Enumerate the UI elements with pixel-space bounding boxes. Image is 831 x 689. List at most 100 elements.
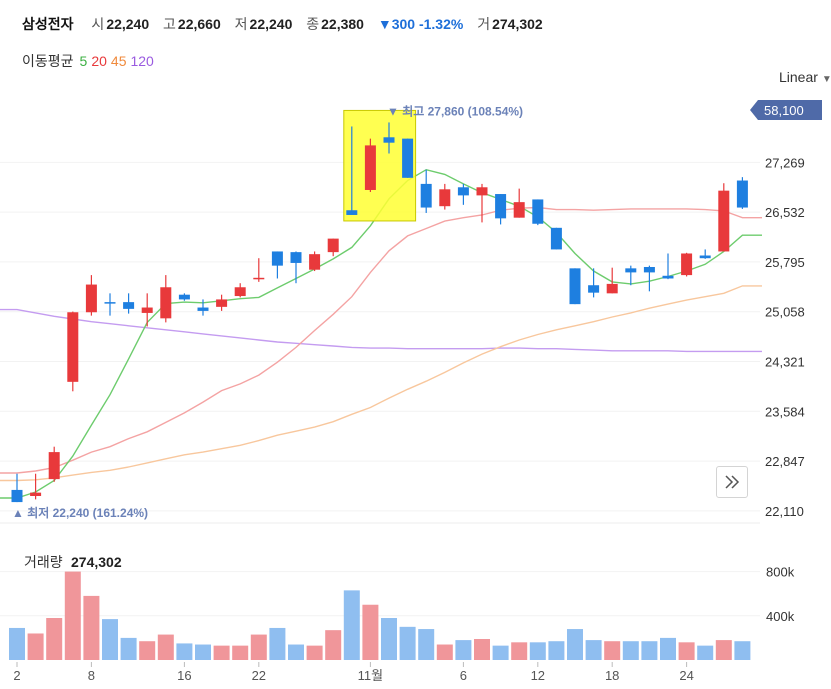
volume-bar: [399, 626, 416, 660]
volume-bar: [64, 571, 81, 660]
candle-body: [85, 284, 97, 313]
candle: [197, 299, 209, 316]
volume-bar: [455, 640, 472, 660]
low-label: 저: [234, 16, 248, 32]
volume-label: 거: [477, 16, 491, 32]
ma-legend-label: 이동평균: [22, 53, 74, 69]
candle-body: [253, 277, 265, 280]
candle-body: [402, 138, 414, 178]
candle-body: [625, 268, 637, 273]
scale-selector[interactable]: Linear ▼: [779, 69, 831, 85]
ma20-line: [0, 206, 762, 474]
volume-bar: [529, 642, 546, 660]
close-label: 종: [306, 16, 320, 32]
candle: [253, 258, 265, 282]
volume-bar: [9, 627, 25, 660]
volume-bar: [660, 637, 676, 660]
candle: [48, 446, 60, 482]
volume-bar: [474, 639, 490, 660]
candle: [476, 183, 488, 223]
candle: [569, 268, 581, 305]
candle: [420, 169, 432, 213]
time-tick-label: 2: [13, 668, 20, 683]
candle: [141, 293, 153, 327]
time-tick-label: 22: [252, 668, 266, 683]
moving-average-legend[interactable]: 이동평균 5 20 45 120: [22, 51, 160, 71]
candle: [662, 253, 674, 280]
open-value: 22,240: [106, 16, 150, 32]
volume-bar: [362, 604, 379, 660]
candle-body: [327, 238, 339, 253]
candle: [736, 177, 748, 209]
volume-bar: [604, 641, 621, 660]
candle-body: [457, 187, 469, 196]
expand-button[interactable]: [716, 466, 748, 498]
candle: [216, 294, 228, 311]
time-tick-label: 11월: [358, 668, 383, 683]
volume-bar: [585, 640, 602, 660]
candle-body: [309, 254, 321, 270]
candle: [625, 265, 637, 286]
low-annotation: ▲ 최저 22,240 (161.24%): [12, 505, 148, 520]
candle-body: [513, 202, 525, 218]
time-tick-label: 18: [605, 668, 619, 683]
candle: [364, 138, 376, 193]
volume-tick-label: 400k: [766, 609, 795, 624]
volume-bar: [436, 644, 453, 660]
candle-body: [495, 194, 507, 219]
candle: [699, 249, 711, 259]
volume-bar: [83, 595, 100, 660]
chevron-down-icon: ▼: [821, 74, 831, 85]
high-value: 22,660: [177, 16, 221, 32]
candle-body: [11, 489, 23, 503]
time-tick-label: 16: [177, 668, 191, 683]
ma-legend-45: 45: [110, 53, 127, 69]
time-tick-label: 24: [679, 668, 693, 683]
candles: [11, 122, 748, 503]
candle: [513, 188, 525, 218]
volume-bar: [325, 630, 342, 660]
candle-body: [290, 252, 302, 263]
price-tick-label: 22,110: [765, 504, 804, 519]
scale-selector-label: Linear: [779, 69, 818, 85]
candle-body: [699, 255, 711, 259]
stock-name: 삼성전자: [22, 16, 74, 32]
candle: [123, 293, 135, 314]
volume-bar: [734, 641, 751, 660]
candle: [271, 251, 283, 279]
volume-bar: [641, 641, 658, 660]
open-label: 시: [91, 16, 105, 32]
candle: [550, 227, 562, 250]
candle-body: [662, 275, 674, 279]
candle: [718, 183, 730, 252]
candle-body: [588, 285, 600, 293]
candle: [309, 251, 321, 272]
time-tick-label: 12: [531, 668, 545, 683]
volume-title-value: 274,302: [71, 554, 122, 570]
price-tick-label: 22,847: [765, 454, 805, 469]
high-label: 고: [163, 16, 176, 32]
volume-bar: [269, 627, 286, 660]
candle-body: [364, 145, 376, 190]
volume-gridlines: [0, 571, 760, 617]
candle-body: [123, 302, 135, 309]
price-tick-label: 25,058: [765, 305, 805, 320]
candle: [402, 138, 414, 178]
ma-legend-120: 120: [130, 53, 154, 69]
candle-body: [104, 302, 116, 304]
price-tick-label: 26,532: [765, 205, 805, 220]
price-axis: 27,269 26,532 25,795 25,058 24,321 23,584 22,8…: [765, 155, 805, 519]
price-tick-label: 25,795: [765, 255, 805, 270]
close-value: 22,380: [321, 16, 364, 32]
volume-bar: [288, 644, 304, 660]
price-tag-text: 58,100: [764, 103, 804, 118]
volume-bar: [492, 645, 509, 660]
volume-axis: 800k 400k: [766, 565, 795, 624]
volume-bar: [697, 645, 714, 660]
candle-body: [30, 492, 42, 497]
candle-body: [141, 307, 153, 313]
volume-bar: [306, 645, 323, 660]
candle: [439, 183, 451, 210]
candle-body: [346, 210, 358, 215]
